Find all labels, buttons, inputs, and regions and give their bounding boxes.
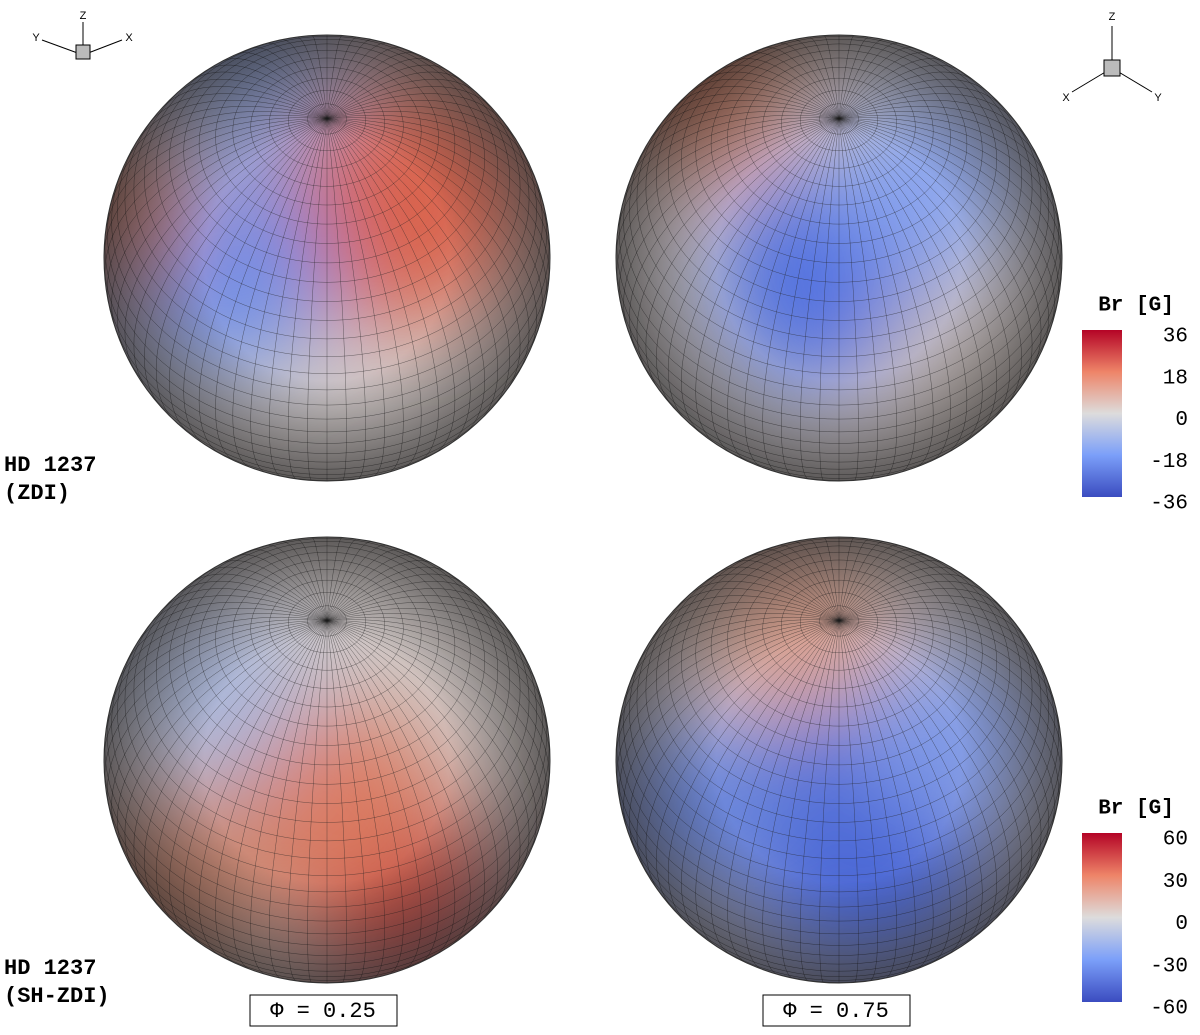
- sphere: [104, 35, 550, 481]
- colorbar-tick-label: 60: [1163, 829, 1188, 852]
- axis-label: Y: [1154, 92, 1162, 104]
- colorbar-tick-label: 0: [1175, 913, 1188, 936]
- colorbar-tick-label: -60: [1150, 998, 1188, 1021]
- sphere-shade: [104, 537, 550, 983]
- phase-box: [249, 994, 398, 1027]
- sphere-outline: [103, 34, 551, 482]
- colorbar-tick-label: -30: [1150, 955, 1188, 978]
- colorbar-tick-label: -36: [1150, 493, 1188, 516]
- colorbar-title: Br [G]: [1098, 798, 1174, 821]
- axis-triad-right: [1071, 26, 1153, 93]
- axis-label: X: [125, 32, 133, 44]
- sphere: [616, 35, 1062, 481]
- row-label: HD 1237: [4, 453, 96, 478]
- sphere-shade: [104, 35, 550, 481]
- axis-label: X: [1062, 92, 1070, 104]
- row-label: HD 1237: [4, 956, 96, 981]
- sphere-outline: [103, 536, 551, 984]
- sphere: [616, 537, 1062, 983]
- sphere-outline: [615, 536, 1063, 984]
- colorbar: [1082, 330, 1122, 497]
- sphere: [104, 537, 550, 983]
- colorbar-tick-label: 18: [1163, 367, 1188, 390]
- axis-label: Z: [1109, 11, 1116, 23]
- row-label: (SH-ZDI): [4, 984, 110, 1009]
- sphere-shade: [616, 35, 1062, 481]
- sphere-outline: [615, 34, 1063, 482]
- colorbar: [1082, 833, 1122, 1002]
- axis-label: Z: [80, 10, 87, 22]
- phase-box: [762, 994, 911, 1027]
- colorbar-tick-label: 0: [1175, 409, 1188, 432]
- axis-triad-left: [41, 22, 123, 60]
- row-label: (ZDI): [4, 481, 70, 506]
- axis-label: Y: [32, 32, 40, 44]
- sphere-shade: [616, 537, 1062, 983]
- colorbar-tick-label: -18: [1150, 451, 1188, 474]
- colorbar-title: Br [G]: [1098, 295, 1174, 318]
- colorbar-tick-label: 36: [1163, 326, 1188, 349]
- colorbar-tick-label: 30: [1163, 871, 1188, 894]
- phase-label: Φ = 0.25: [270, 999, 376, 1024]
- phase-label: Φ = 0.75: [783, 999, 889, 1024]
